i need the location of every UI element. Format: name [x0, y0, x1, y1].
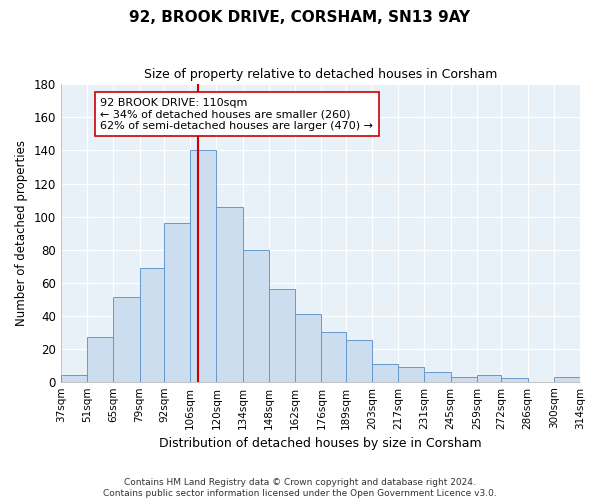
Y-axis label: Number of detached properties: Number of detached properties — [15, 140, 28, 326]
Bar — [295, 314, 322, 382]
X-axis label: Distribution of detached houses by size in Corsham: Distribution of detached houses by size … — [159, 437, 482, 450]
Bar — [477, 375, 501, 382]
Bar — [501, 378, 527, 382]
Text: 92 BROOK DRIVE: 110sqm
← 34% of detached houses are smaller (260)
62% of semi-de: 92 BROOK DRIVE: 110sqm ← 34% of detached… — [100, 98, 373, 131]
Bar — [87, 337, 113, 382]
Bar — [242, 250, 269, 382]
Bar — [190, 150, 217, 382]
Bar — [398, 367, 424, 382]
Text: Contains HM Land Registry data © Crown copyright and database right 2024.
Contai: Contains HM Land Registry data © Crown c… — [103, 478, 497, 498]
Bar — [424, 372, 451, 382]
Bar — [217, 206, 242, 382]
Title: Size of property relative to detached houses in Corsham: Size of property relative to detached ho… — [144, 68, 497, 80]
Bar — [554, 376, 580, 382]
Bar — [61, 375, 87, 382]
Bar — [269, 289, 295, 382]
Bar — [322, 332, 346, 382]
Bar — [372, 364, 398, 382]
Bar — [451, 376, 477, 382]
Bar — [113, 298, 140, 382]
Bar — [164, 223, 190, 382]
Bar — [140, 268, 164, 382]
Bar — [346, 340, 372, 382]
Text: 92, BROOK DRIVE, CORSHAM, SN13 9AY: 92, BROOK DRIVE, CORSHAM, SN13 9AY — [130, 10, 470, 25]
